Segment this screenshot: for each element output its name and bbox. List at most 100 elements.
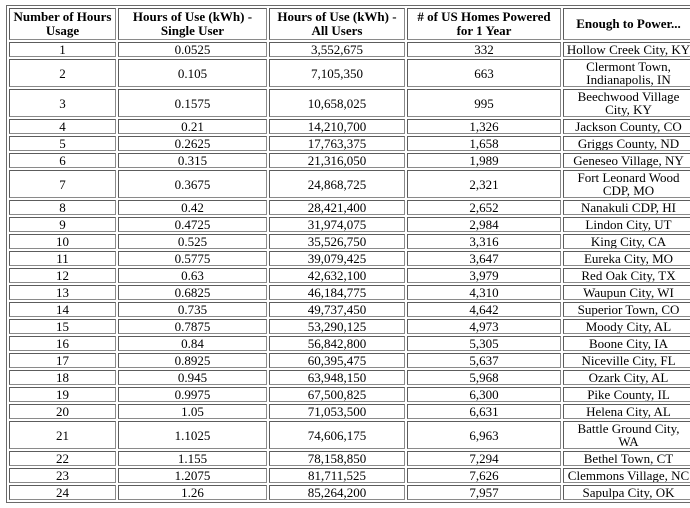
table-cell: 24 <box>9 485 116 500</box>
table-cell: 0.9975 <box>118 387 267 402</box>
table-cell: 0.84 <box>118 336 267 351</box>
table-cell: 14,210,700 <box>269 119 405 134</box>
table-cell: Red Oak City, TX <box>563 268 690 283</box>
table-cell: Clemmons Village, NC <box>563 468 690 483</box>
table-row: 24 1.26 85,264,200 7,957 Sapulpa City, OK <box>9 485 690 500</box>
table-cell: 0.525 <box>118 234 267 249</box>
table-cell: 4,973 <box>407 319 561 334</box>
table-row: 14 0.735 49,737,450 4,642 Superior Town, CO <box>9 302 690 317</box>
table-cell: Waupun City, WI <box>563 285 690 300</box>
table-cell: 1.26 <box>118 485 267 500</box>
hours-usage-table: Number of Hours Usage Hours of Use (kWh)… <box>6 5 690 503</box>
table-cell: 56,842,800 <box>269 336 405 351</box>
table-cell: 1.05 <box>118 404 267 419</box>
table-cell: 46,184,775 <box>269 285 405 300</box>
table-cell: 0.2625 <box>118 136 267 151</box>
table-cell: 0.3675 <box>118 170 267 198</box>
table-cell: Fort Leonard Wood CDP, MO <box>563 170 690 198</box>
table-cell: 1,326 <box>407 119 561 134</box>
table-cell: 7,957 <box>407 485 561 500</box>
table-cell: 0.42 <box>118 200 267 215</box>
table-cell: Battle Ground City, WA <box>563 421 690 449</box>
table-cell: 31,974,075 <box>269 217 405 232</box>
table-cell: 63,948,150 <box>269 370 405 385</box>
table-cell: 0.0525 <box>118 42 267 57</box>
table-cell: Nanakuli CDP, HI <box>563 200 690 215</box>
table-cell: 4,642 <box>407 302 561 317</box>
table-cell: 21,316,050 <box>269 153 405 168</box>
table-cell: Hollow Creek City, KY <box>563 42 690 57</box>
table-row: 21 1.1025 74,606,175 6,963 Battle Ground Cit… <box>9 421 690 449</box>
table-cell: 67,500,825 <box>269 387 405 402</box>
table-cell: 24,868,725 <box>269 170 405 198</box>
table-cell: 9 <box>9 217 116 232</box>
table-row: 10 0.525 35,526,750 3,316 King City, CA <box>9 234 690 249</box>
table-cell: Bethel Town, CT <box>563 451 690 466</box>
table-cell: 60,395,475 <box>269 353 405 368</box>
table-cell: 35,526,750 <box>269 234 405 249</box>
table-row: 16 0.84 56,842,800 5,305 Boone City, IA <box>9 336 690 351</box>
table-cell: 0.5775 <box>118 251 267 266</box>
table-cell: 15 <box>9 319 116 334</box>
table-cell: 1 <box>9 42 116 57</box>
table-row: 17 0.8925 60,395,475 5,637 Niceville City, F… <box>9 353 690 368</box>
table-cell: 22 <box>9 451 116 466</box>
table-cell: 5,305 <box>407 336 561 351</box>
table-cell: 53,290,125 <box>269 319 405 334</box>
table-cell: 6,300 <box>407 387 561 402</box>
table-cell: 11 <box>9 251 116 266</box>
table-cell: Ozark City, AL <box>563 370 690 385</box>
table-cell: 0.4725 <box>118 217 267 232</box>
table-cell: 16 <box>9 336 116 351</box>
table-cell: 2,984 <box>407 217 561 232</box>
table-cell: 0.21 <box>118 119 267 134</box>
table-cell: 2,652 <box>407 200 561 215</box>
table-row: 23 1.2075 81,711,525 7,626 Clemmons Village,… <box>9 468 690 483</box>
table-body: 1 0.0525 3,552,675 332 Hollow Creek City, KY… <box>9 42 690 500</box>
table-cell: 17 <box>9 353 116 368</box>
table-cell: 7,626 <box>407 468 561 483</box>
table-cell: Boone City, IA <box>563 336 690 351</box>
table-row: 11 0.5775 39,079,425 3,647 Eureka City, MO <box>9 251 690 266</box>
table-row: 8 0.42 28,421,400 2,652 Nanakuli CDP, HI <box>9 200 690 215</box>
header-row: Number of Hours Usage Hours of Use (kWh)… <box>9 8 690 40</box>
table-cell: 0.315 <box>118 153 267 168</box>
table-cell: 23 <box>9 468 116 483</box>
table-cell: 6 <box>9 153 116 168</box>
table-cell: Niceville City, FL <box>563 353 690 368</box>
table-cell: Jackson County, CO <box>563 119 690 134</box>
table-cell: 4,310 <box>407 285 561 300</box>
table-cell: 1,989 <box>407 153 561 168</box>
table-cell: 42,632,100 <box>269 268 405 283</box>
table-cell: 10,658,025 <box>269 89 405 117</box>
table-cell: Geneseo Village, NY <box>563 153 690 168</box>
table-cell: Superior Town, CO <box>563 302 690 317</box>
table-cell: 0.7875 <box>118 319 267 334</box>
table-row: 15 0.7875 53,290,125 4,973 Moody City, AL <box>9 319 690 334</box>
table-cell: 0.63 <box>118 268 267 283</box>
table-cell: 5 <box>9 136 116 151</box>
table-cell: 39,079,425 <box>269 251 405 266</box>
table-cell: 12 <box>9 268 116 283</box>
table-row: 13 0.6825 46,184,775 4,310 Waupun City, WI <box>9 285 690 300</box>
table-cell: 332 <box>407 42 561 57</box>
table-cell: 3,647 <box>407 251 561 266</box>
table-row: 9 0.4725 31,974,075 2,984 Lindon City, UT <box>9 217 690 232</box>
table-cell: 2 <box>9 59 116 87</box>
table-cell: 10 <box>9 234 116 249</box>
table-cell: 21 <box>9 421 116 449</box>
table-cell: Sapulpa City, OK <box>563 485 690 500</box>
column-header-hours-usage: Number of Hours Usage <box>9 8 116 40</box>
table-row: 3 0.1575 10,658,025 995 Beechwood Village Ci… <box>9 89 690 117</box>
table-row: 19 0.9975 67,500,825 6,300 Pike County, IL <box>9 387 690 402</box>
table-cell: 18 <box>9 370 116 385</box>
table-row: 6 0.315 21,316,050 1,989 Geneseo Village, NY <box>9 153 690 168</box>
table-cell: 0.8925 <box>118 353 267 368</box>
table-cell: 3,552,675 <box>269 42 405 57</box>
table-row: 2 0.105 7,105,350 663 Clermont Town, Indiana… <box>9 59 690 87</box>
table-cell: 19 <box>9 387 116 402</box>
table-cell: 5,637 <box>407 353 561 368</box>
table-cell: 0.735 <box>118 302 267 317</box>
table-cell: 0.945 <box>118 370 267 385</box>
